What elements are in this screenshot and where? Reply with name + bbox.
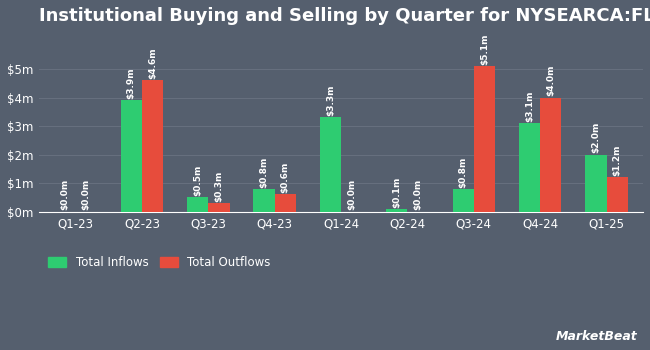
Text: $3.3m: $3.3m <box>326 85 335 116</box>
Text: Institutional Buying and Selling by Quarter for NYSEARCA:FLLA: Institutional Buying and Selling by Quar… <box>39 7 650 25</box>
Text: $0.8m: $0.8m <box>259 156 268 188</box>
Bar <box>187 197 208 211</box>
Text: $3.9m: $3.9m <box>127 68 136 99</box>
Legend: Total Inflows, Total Outflows: Total Inflows, Total Outflows <box>45 253 274 273</box>
Text: $0.1m: $0.1m <box>393 176 401 208</box>
Text: $4.0m: $4.0m <box>546 65 555 96</box>
Bar <box>121 100 142 211</box>
Text: MarketBeat: MarketBeat <box>555 330 637 343</box>
Text: $4.6m: $4.6m <box>148 48 157 79</box>
Bar <box>540 98 562 211</box>
Bar <box>208 203 229 211</box>
Bar <box>452 189 474 211</box>
Bar <box>606 177 628 211</box>
Bar <box>275 195 296 211</box>
Bar <box>254 189 275 211</box>
Bar <box>519 123 540 211</box>
Text: $0.0m: $0.0m <box>82 179 90 210</box>
Bar <box>585 155 606 211</box>
Text: $0.8m: $0.8m <box>459 156 467 188</box>
Text: $0.0m: $0.0m <box>413 179 423 210</box>
Text: $0.0m: $0.0m <box>347 179 356 210</box>
Text: $0.6m: $0.6m <box>281 162 290 193</box>
Text: $3.1m: $3.1m <box>525 91 534 122</box>
Bar <box>320 118 341 211</box>
Bar <box>474 66 495 211</box>
Bar <box>142 80 163 211</box>
Text: $0.0m: $0.0m <box>60 179 70 210</box>
Text: $1.2m: $1.2m <box>613 145 621 176</box>
Text: $0.5m: $0.5m <box>193 165 202 196</box>
Text: $0.3m: $0.3m <box>214 170 224 202</box>
Bar <box>386 209 408 211</box>
Text: $2.0m: $2.0m <box>592 122 601 153</box>
Text: $5.1m: $5.1m <box>480 34 489 65</box>
